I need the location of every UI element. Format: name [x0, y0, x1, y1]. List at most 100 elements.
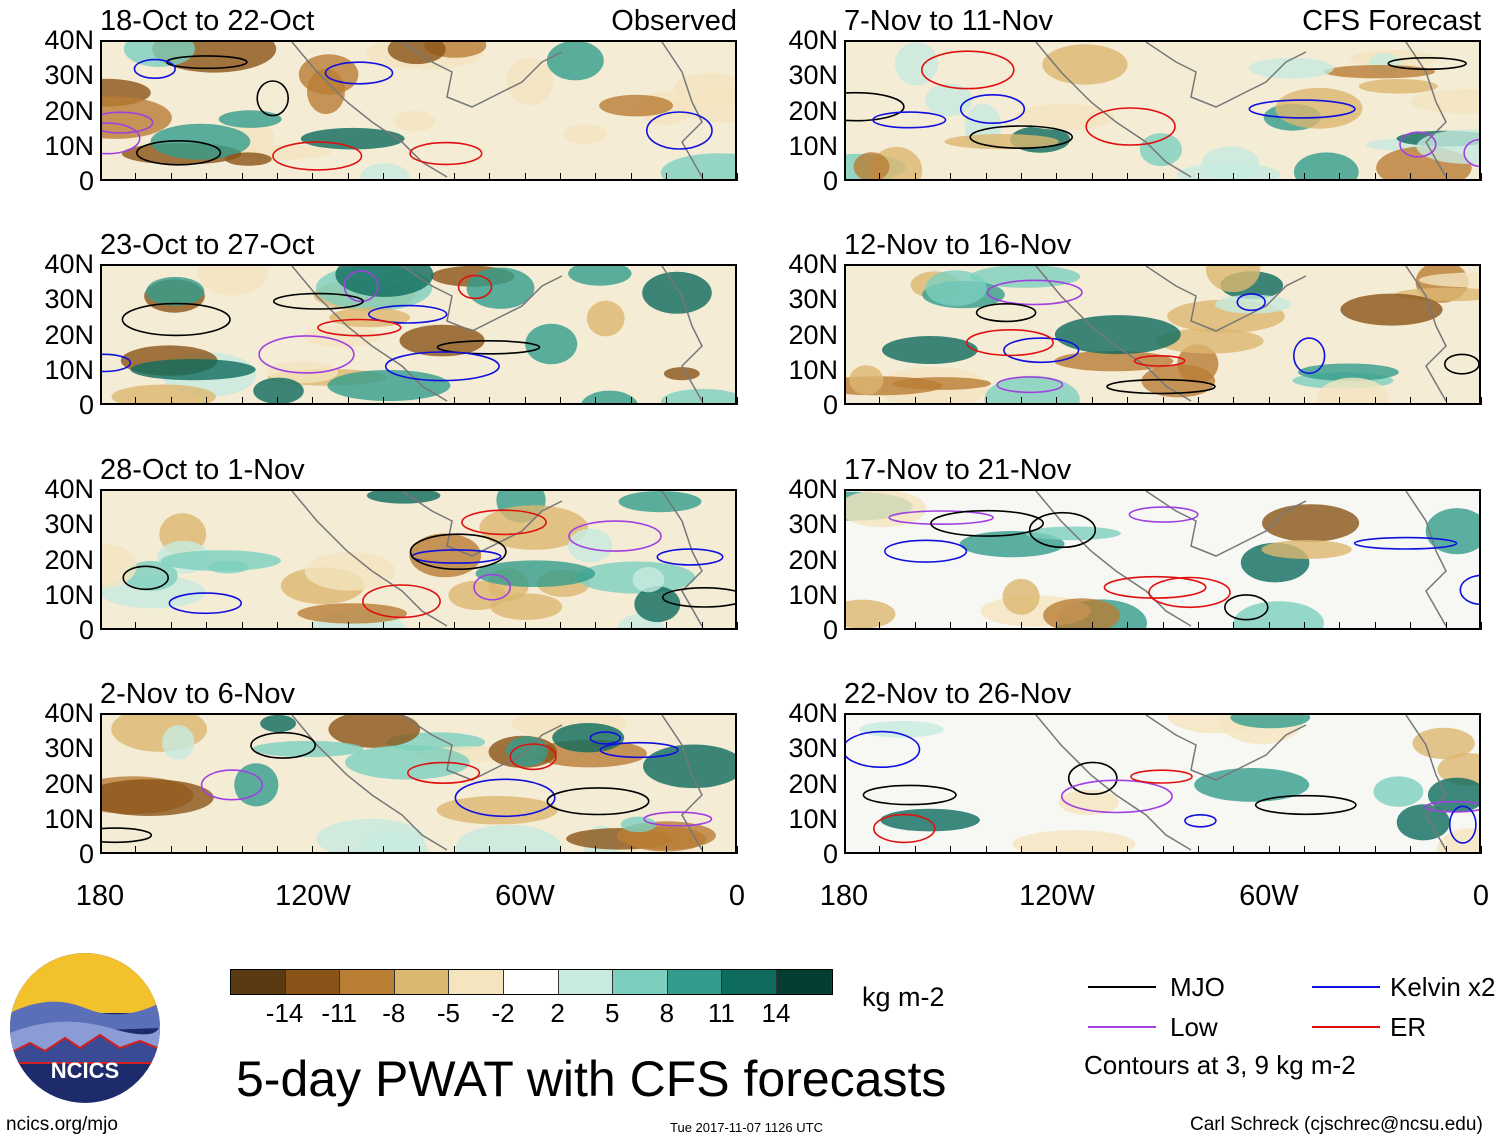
x-tick-mark [1162, 622, 1164, 630]
x-tick-mark [1374, 846, 1376, 854]
x-tick-mark [985, 173, 987, 181]
y-tick-label: 20N [44, 319, 94, 350]
y-tick-label: 40N [788, 474, 838, 504]
wave-contour [1067, 761, 1118, 796]
coastline [1035, 42, 1447, 178]
x-tick-mark [347, 397, 349, 405]
x-tick-mark [1481, 397, 1482, 405]
pwat-anomaly-blob [1002, 578, 1040, 615]
x-tick-mark [241, 846, 243, 854]
legend-line-low [1088, 1026, 1156, 1028]
x-tick-mark [666, 173, 668, 181]
x-tick-mark [560, 397, 562, 405]
wave-contour [133, 58, 177, 79]
map-field [102, 491, 735, 628]
pwat-map [100, 489, 737, 630]
pwat-anomaly-blob [218, 110, 282, 128]
pwat-anomaly-blob [1012, 830, 1136, 852]
x-tick-mark [1020, 397, 1022, 405]
pwat-anomaly-blob [1058, 789, 1119, 816]
panel-date-range: 22-Nov to 26-Nov [844, 678, 1072, 710]
y-tick-label: 40N [788, 25, 838, 55]
pwat-anomaly-blob [882, 336, 978, 364]
wave-contour [454, 778, 556, 818]
y-tick-label: 30N [44, 509, 94, 540]
x-tick-mark [1056, 173, 1058, 181]
x-tick-mark [560, 173, 562, 181]
wave-contour [1236, 293, 1266, 312]
colorbar-swatch [285, 970, 341, 994]
y-tick-label: 30N [44, 60, 94, 91]
panel-date-range: 28-Oct to 1-Nov [100, 454, 305, 486]
pwat-anomaly-blob [663, 367, 700, 381]
wave-contour [168, 592, 243, 615]
pwat-anomaly-blob [409, 533, 482, 578]
y-tick-label: 20N [788, 319, 838, 350]
wave-contour [1444, 353, 1479, 375]
x-tick-mark [1481, 173, 1482, 181]
wave-contour [1128, 506, 1199, 523]
x-tick-mark [737, 173, 738, 181]
x-tick-mark [1268, 622, 1270, 630]
wave-contour [121, 302, 231, 337]
legend-line-mjo [1088, 986, 1156, 988]
wave-contour [846, 730, 921, 768]
pwat-anomaly-blob [1437, 753, 1479, 786]
wave-contour [1148, 576, 1231, 609]
y-tick-label: 30N [788, 509, 838, 540]
pwat-anomaly-blob [568, 266, 632, 286]
x-tick-mark [701, 622, 703, 630]
wave-contour [1248, 99, 1356, 119]
pwat-anomaly-blob [859, 721, 944, 738]
wave-contour [200, 769, 263, 801]
wave-contour [324, 61, 394, 85]
wave-contour [888, 510, 994, 525]
x-tick-mark [1020, 846, 1022, 854]
panel-date-range: 18-Oct to 22-Oct [100, 5, 315, 37]
wave-contour [409, 533, 507, 571]
x-tick-mark [206, 846, 208, 854]
colorbar-swatch [449, 970, 504, 994]
pwat-anomaly-blob [1054, 315, 1181, 355]
colorbar-swatch [613, 970, 668, 994]
pwat-anomaly-blob [102, 96, 172, 139]
pwat-anomaly-blob [297, 603, 407, 624]
pwat-anomaly-blob [846, 599, 896, 628]
x-tick-mark [135, 846, 137, 854]
colorbar-tick-label: 2 [550, 998, 565, 1028]
y-tick-label: 30N [788, 60, 838, 91]
x-tick-mark [630, 622, 632, 630]
pwat-anomaly-blob [1293, 152, 1359, 179]
wave-contour [272, 141, 363, 171]
x-tick-mark [701, 397, 703, 405]
x-tick-label: 120W [275, 880, 351, 912]
wave-contour [646, 111, 713, 150]
y-tick-label: 0 [78, 615, 94, 645]
pwat-anomaly-blob [846, 491, 927, 528]
wave-contour [872, 813, 936, 844]
x-tick-mark [276, 622, 278, 630]
x-tick-mark [844, 397, 845, 405]
pwat-anomaly-blob [300, 127, 405, 150]
x-tick-mark [135, 622, 137, 630]
colorbar [230, 969, 833, 995]
wave-contour [1448, 805, 1477, 844]
y-tick-label: 0 [78, 839, 94, 869]
pwat-anomaly-blob [345, 745, 470, 780]
pwat-anomaly-blob [162, 725, 195, 760]
wave-contour [965, 328, 1054, 357]
x-tick-mark [453, 397, 455, 405]
x-tick-mark [383, 846, 385, 854]
x-tick-mark [170, 622, 172, 630]
x-tick-mark [879, 622, 881, 630]
x-tick-mark [1410, 622, 1412, 630]
wave-contour [317, 318, 402, 337]
colorbar-tick-label: -8 [382, 998, 406, 1028]
y-tick-label: 0 [822, 615, 838, 645]
x-tick-mark [1304, 622, 1306, 630]
x-tick-mark [844, 846, 845, 854]
pwat-anomaly-blob [436, 796, 558, 825]
wave-contour [1103, 575, 1207, 599]
x-tick-label: 180 [819, 880, 869, 912]
wave-contour [461, 509, 547, 536]
